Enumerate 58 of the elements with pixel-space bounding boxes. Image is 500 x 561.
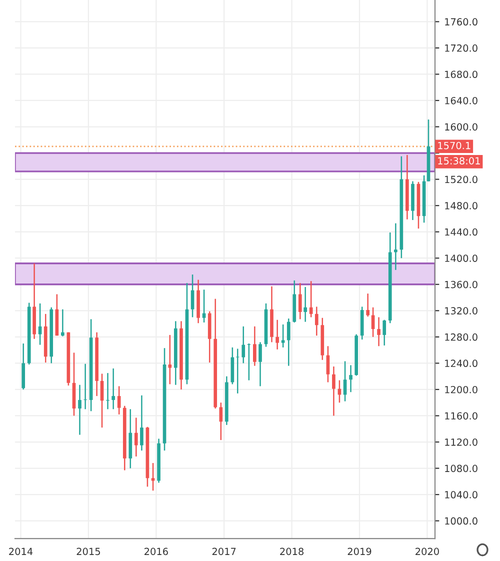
y-tick-label: 1240.0 [445, 360, 478, 368]
candlestick [219, 402, 223, 441]
y-tick-label: 1080.0 [445, 464, 478, 472]
x-tick-label: 2020 [416, 548, 439, 556]
candlestick [314, 306, 318, 336]
candlestick [286, 318, 290, 366]
x-tick-label: 2015 [76, 548, 100, 556]
candlestick [382, 319, 386, 346]
candlestick [190, 274, 194, 318]
candlestick [247, 342, 251, 381]
candlestick [394, 222, 398, 271]
candlestick [332, 366, 336, 416]
y-tick-label: 1040.0 [445, 491, 478, 498]
y-tick-label: 1480.0 [445, 202, 478, 210]
candlestick [349, 364, 352, 393]
y-tick-label: 1680.0 [445, 70, 478, 78]
y-tick-label: 1000.0 [445, 517, 478, 525]
candlestick [377, 316, 380, 347]
y-tick-label: 1120.0 [445, 438, 478, 446]
y-tick-label: 1640.0 [445, 96, 478, 104]
candlestick [326, 346, 330, 383]
y-tick-label: 1440.0 [445, 228, 478, 236]
candlestick [258, 342, 262, 387]
candlestick [242, 326, 246, 364]
candlestick [281, 324, 285, 348]
candlestick [236, 348, 240, 394]
x-tick-label: 2016 [144, 548, 168, 556]
ref-line-label: 1570.1 [438, 142, 470, 150]
candlestick [78, 384, 82, 436]
y-tick-label: 1360.0 [445, 280, 478, 288]
candlestick [61, 308, 64, 337]
candlestick [112, 368, 115, 410]
candlestick [298, 282, 302, 320]
y-tick-label: 1600.0 [445, 123, 478, 131]
x-tick-label: 2019 [348, 548, 372, 556]
candlestick [140, 394, 144, 452]
y-tick-label: 1200.0 [445, 386, 478, 394]
x-tick-label: 2014 [9, 548, 33, 556]
y-tick-label: 1160.0 [445, 412, 478, 420]
candlestick [84, 363, 87, 410]
x-tick-label: 2018 [280, 548, 304, 556]
candlestick [304, 286, 307, 322]
x-tick-label: 2017 [212, 548, 236, 556]
y-tick-label: 1720.0 [445, 44, 478, 52]
candlestick [38, 302, 42, 346]
y-tick-label: 1400.0 [445, 254, 478, 262]
candlestick [366, 292, 370, 318]
candlestick [151, 462, 155, 492]
candlestick [253, 326, 256, 366]
candlestick [168, 334, 172, 385]
y-tick-label: 1520.0 [445, 176, 478, 184]
y-tick-label: 1280.0 [445, 333, 478, 341]
y-tick-label: 1320.0 [445, 307, 478, 314]
candlestick [117, 386, 121, 416]
text: 15:38:01 [438, 157, 480, 164]
candlestick [276, 319, 279, 350]
y-tick-label: 1760.0 [445, 18, 478, 26]
candlestick [134, 417, 138, 458]
